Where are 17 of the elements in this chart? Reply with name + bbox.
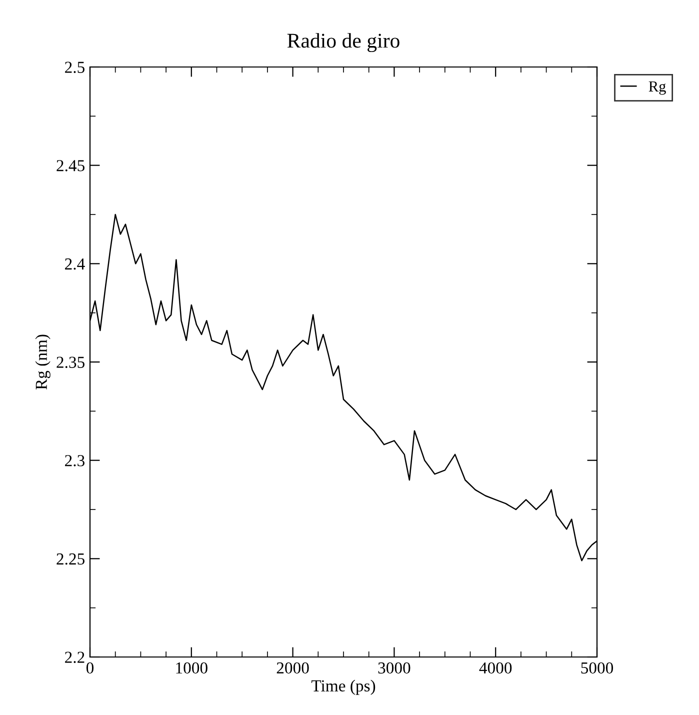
- x-axis-title: Time (ps): [311, 680, 376, 695]
- x-tick-label: 0: [86, 662, 94, 674]
- y-tick-label: 2.35: [56, 356, 84, 368]
- y-tick-label: 2.3: [65, 455, 84, 466]
- y-tick-label: 2.25: [56, 553, 84, 565]
- y-tick-label: 2.4: [65, 258, 85, 270]
- y-tick-label: 2.2: [65, 652, 84, 664]
- y-tick-label: 2.45: [56, 160, 84, 172]
- x-tick-label: 1000: [176, 662, 208, 674]
- x-tick-label: 5000: [581, 662, 614, 674]
- chart-title: Radio de giro: [287, 33, 400, 52]
- x-tick-label: 3000: [378, 662, 410, 674]
- legend-label: Rg: [648, 81, 666, 95]
- x-tick-label: 4000: [479, 662, 512, 674]
- x-tick-label: 2000: [276, 662, 309, 674]
- y-axis-title: Rg (nm): [35, 334, 50, 390]
- y-tick-label: 2.5: [65, 62, 84, 74]
